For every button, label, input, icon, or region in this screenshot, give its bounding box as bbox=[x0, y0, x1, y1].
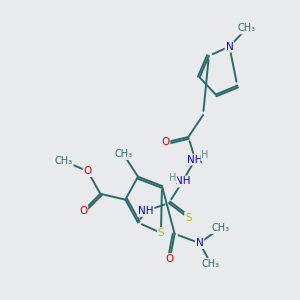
Text: NH: NH bbox=[188, 154, 203, 165]
Text: CH₃: CH₃ bbox=[238, 23, 256, 34]
Text: CH₃: CH₃ bbox=[55, 156, 73, 166]
Text: N: N bbox=[226, 42, 233, 52]
Text: S: S bbox=[158, 228, 164, 238]
Text: CH₃: CH₃ bbox=[211, 223, 229, 233]
Text: O: O bbox=[79, 206, 87, 216]
Text: H: H bbox=[201, 151, 208, 160]
Text: NH: NH bbox=[175, 176, 190, 187]
Text: H: H bbox=[169, 173, 177, 183]
Text: NH: NH bbox=[138, 206, 154, 216]
Text: O: O bbox=[161, 137, 169, 148]
Text: N: N bbox=[196, 238, 203, 248]
Text: S: S bbox=[185, 213, 192, 223]
Text: O: O bbox=[166, 254, 174, 264]
Text: O: O bbox=[84, 166, 92, 176]
Text: CH₃: CH₃ bbox=[114, 149, 132, 159]
Text: CH₃: CH₃ bbox=[202, 259, 220, 269]
